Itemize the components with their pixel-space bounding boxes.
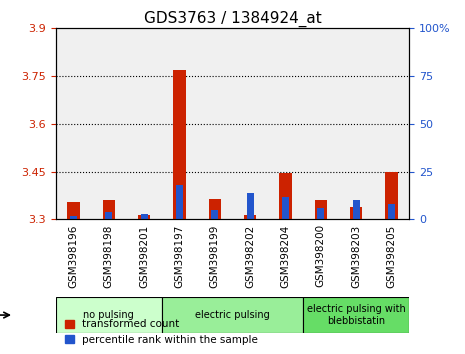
Bar <box>56 28 91 219</box>
Text: no pulsing: no pulsing <box>83 310 134 320</box>
FancyBboxPatch shape <box>303 297 409 333</box>
Bar <box>303 28 339 219</box>
Bar <box>126 28 162 219</box>
Bar <box>212 210 218 219</box>
Bar <box>385 172 398 219</box>
Bar <box>388 204 395 219</box>
Bar <box>138 215 150 219</box>
Text: electric pulsing with
blebbistatin: electric pulsing with blebbistatin <box>307 304 405 326</box>
Bar <box>91 28 126 219</box>
Bar <box>374 28 409 219</box>
Text: electric pulsing: electric pulsing <box>195 310 270 320</box>
Bar <box>247 193 253 219</box>
Bar <box>350 207 362 219</box>
Bar <box>70 216 77 219</box>
FancyBboxPatch shape <box>56 297 162 333</box>
Bar <box>339 28 374 219</box>
Bar <box>67 202 80 219</box>
Title: GDS3763 / 1384924_at: GDS3763 / 1384924_at <box>144 11 321 27</box>
Bar <box>103 200 115 219</box>
Bar <box>268 28 303 219</box>
Bar <box>282 196 289 219</box>
Bar <box>197 28 232 219</box>
Bar <box>315 200 327 219</box>
Bar <box>232 28 268 219</box>
Bar <box>353 200 359 219</box>
Bar <box>106 212 112 219</box>
Legend: transformed count, percentile rank within the sample: transformed count, percentile rank withi… <box>61 315 262 349</box>
Bar <box>176 185 183 219</box>
Bar <box>244 215 256 219</box>
Bar <box>141 214 147 219</box>
Bar <box>318 208 324 219</box>
Bar <box>209 199 221 219</box>
Bar <box>279 173 292 219</box>
FancyBboxPatch shape <box>162 297 303 333</box>
Bar <box>173 70 186 219</box>
Bar <box>162 28 197 219</box>
